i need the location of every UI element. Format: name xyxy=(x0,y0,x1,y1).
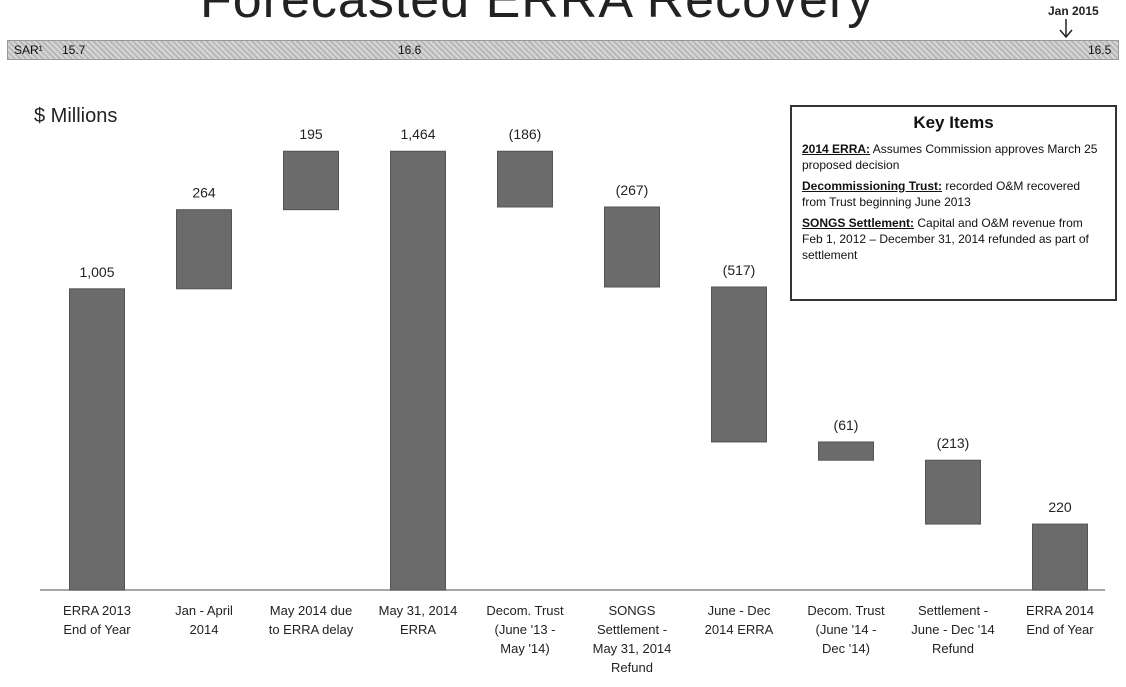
bar-3 xyxy=(283,150,339,211)
category-label-line: Settlement - xyxy=(918,603,988,618)
category-label-10: ERRA 2014 End of Year xyxy=(1026,603,1094,637)
bar-6 xyxy=(604,206,660,288)
category-label-line: May 31, 2014 xyxy=(593,641,672,656)
jan-2015-note: Jan 2015 xyxy=(1048,4,1099,18)
data-label-9: (213) xyxy=(937,435,970,451)
key-items-box: Key Items 2014 ERRA: Assumes Commission … xyxy=(790,105,1117,301)
key-item-decom: Decommissioning Trust: recorded O&M reco… xyxy=(802,178,1105,210)
chart-title: Forecasted ERRA Recovery xyxy=(200,0,875,29)
key-item-erra-head: 2014 ERRA: xyxy=(802,142,871,156)
data-label-8: (61) xyxy=(834,417,859,433)
sar-value-start: 15.7 xyxy=(62,43,86,57)
category-label-line: End of Year xyxy=(63,622,131,637)
category-label-line: May 2014 due xyxy=(270,603,352,618)
category-label-line: Settlement - xyxy=(597,622,667,637)
bar-9 xyxy=(925,459,981,525)
data-label-10: 220 xyxy=(1048,499,1072,515)
key-item-decom-head: Decommissioning Trust: xyxy=(802,179,943,193)
category-label-3: May 2014 due to ERRA delay xyxy=(269,603,354,637)
key-item-erra: 2014 ERRA: Assumes Commission approves M… xyxy=(802,141,1105,173)
bar-7 xyxy=(711,286,767,443)
category-label-1: ERRA 2013 End of Year xyxy=(63,603,131,637)
category-label-line: ERRA xyxy=(400,622,436,637)
sar-value-mid: 16.6 xyxy=(398,43,422,57)
category-label-6: SONGS Settlement - May 31, 2014 Refund xyxy=(593,603,672,675)
category-label-line: Refund xyxy=(932,641,974,656)
key-items-title: Key Items xyxy=(913,113,994,132)
sar-label: SAR¹ xyxy=(14,43,43,57)
category-label-line: (June '14 - xyxy=(815,622,876,637)
bar-1 xyxy=(69,288,125,591)
bar-8 xyxy=(818,441,874,461)
category-label-line: May '14) xyxy=(500,641,549,656)
bar-2 xyxy=(176,209,232,290)
category-label-line: May 31, 2014 xyxy=(379,603,458,618)
key-item-songs: SONGS Settlement: Capital and O&M revenu… xyxy=(802,215,1105,263)
category-label-line: SONGS xyxy=(609,603,656,618)
data-label-6: (267) xyxy=(616,182,649,198)
category-label-line: Decom. Trust xyxy=(486,603,564,618)
category-label-2: Jan - April 2014 xyxy=(175,603,233,637)
sar-band xyxy=(7,40,1119,60)
category-label-5: Decom. Trust (June '13 - May '14) xyxy=(486,603,564,656)
category-label-line: 2014 ERRA xyxy=(705,622,774,637)
category-label-7: June - Dec 2014 ERRA xyxy=(705,603,774,637)
category-label-line: (June '13 - xyxy=(494,622,555,637)
category-label-line: End of Year xyxy=(1026,622,1094,637)
sar-value-end: 16.5 xyxy=(1088,43,1112,57)
category-label-line: ERRA 2013 xyxy=(63,603,131,618)
category-label-line: to ERRA delay xyxy=(269,622,354,637)
data-label-4: 1,464 xyxy=(400,126,435,142)
key-item-erra-text: Assumes Commission approves March 25 pro… xyxy=(802,142,1098,172)
category-label-8: Decom. Trust (June '14 - Dec '14) xyxy=(807,603,885,656)
category-label-line: Jan - April xyxy=(175,603,233,618)
data-label-3: 195 xyxy=(299,126,323,142)
bar-10 xyxy=(1032,523,1088,591)
data-label-1: 1,005 xyxy=(79,264,114,280)
category-label-9: Settlement - June - Dec '14 Refund xyxy=(911,603,994,656)
key-item-songs-head: SONGS Settlement: xyxy=(802,216,915,230)
bar-4 xyxy=(390,150,446,591)
category-label-4: May 31, 2014 ERRA xyxy=(379,603,458,637)
category-label-line: Dec '14) xyxy=(822,641,870,656)
category-label-line: Decom. Trust xyxy=(807,603,885,618)
data-label-7: (517) xyxy=(723,262,756,278)
category-label-line: Refund xyxy=(611,660,653,675)
category-label-line: 2014 xyxy=(190,622,219,637)
down-arrow-icon xyxy=(1059,19,1073,39)
category-label-line: June - Dec xyxy=(708,603,771,618)
data-label-2: 264 xyxy=(192,185,216,201)
category-label-line: ERRA 2014 xyxy=(1026,603,1094,618)
bar-5 xyxy=(497,150,553,208)
y-axis-label: $ Millions xyxy=(34,105,118,127)
key-item-decom-text: recorded O&M recovered from Trust beginn… xyxy=(802,179,1081,209)
category-label-line: June - Dec '14 xyxy=(911,622,994,637)
key-item-songs-text: Capital and O&M revenue from Feb 1, 2012… xyxy=(802,216,1089,262)
data-label-5: (186) xyxy=(509,126,542,142)
